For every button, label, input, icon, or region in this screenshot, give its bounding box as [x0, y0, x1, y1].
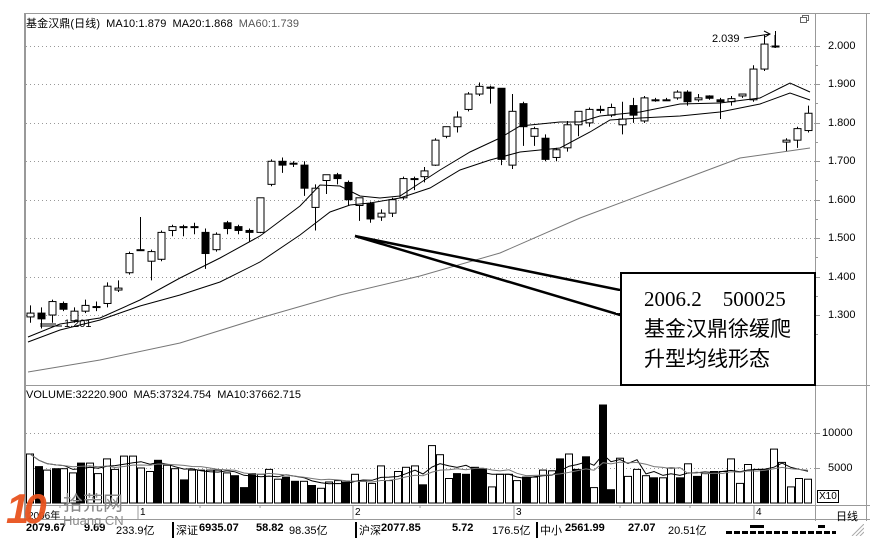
sz-change: 58.82	[256, 522, 284, 534]
price-axis-label: 1.800	[828, 117, 856, 129]
market-breadth-indicator	[726, 525, 836, 534]
zx-index: 2561.99	[565, 522, 605, 534]
xaxis-bottom-border	[24, 519, 870, 520]
sh-index: 2079.67	[26, 522, 66, 534]
callout-line-1: 2006.2 500025	[644, 287, 786, 311]
sz-label: 深证	[172, 522, 198, 538]
volume-axis-label: 10000	[822, 427, 853, 439]
watermark-logo: 10 拾荒网 Huang.CN	[0, 485, 130, 537]
sh-change: 9.69	[84, 522, 106, 534]
zx-change: 27.07	[628, 522, 656, 534]
xaxis-label-month: 2	[355, 507, 361, 518]
price-axis-label: 1.300	[828, 309, 856, 321]
xaxis-top-border	[24, 505, 870, 506]
callout-line-2: 基金汉鼎徐缓爬	[644, 317, 791, 341]
axis-divider	[815, 13, 816, 521]
zx-label: 中小	[536, 522, 562, 538]
xaxis-label-month: 3	[516, 507, 522, 518]
price-panel-title: 基金汉鼎(日线) MA10:1.879 MA20:1.868 MA60:1.739	[26, 15, 305, 31]
panel-divider	[24, 385, 870, 386]
zx-amount: 20.51亿	[668, 525, 707, 537]
period-selector[interactable]: 日线	[836, 511, 858, 523]
high-price-marker: 2.039	[712, 33, 740, 45]
volume-axis-label: 5000	[828, 462, 853, 474]
price-axis-label: 2.000	[828, 40, 856, 52]
chart-right-border	[866, 13, 867, 521]
price-axis-label: 1.400	[828, 271, 856, 283]
hs-label: 沪深	[355, 522, 381, 538]
volume-ma5: MA5:37324.754	[133, 389, 212, 401]
chart-left-border	[24, 13, 26, 521]
chart-top-border	[24, 13, 870, 14]
low-price-marker: 1.201	[64, 318, 92, 330]
volume-ma10: MA10:37662.715	[217, 389, 301, 401]
hs-amount: 176.5亿	[492, 525, 531, 537]
watermark-site-url: Huang.CN	[63, 513, 124, 528]
xaxis-label-month: 4	[756, 507, 762, 518]
price-axis-label: 1.900	[828, 78, 856, 90]
volume-unit-badge: X10	[817, 490, 839, 503]
ma60-value: MA60:1.739	[238, 18, 300, 30]
watermark-site-name: 拾荒网	[63, 493, 123, 515]
xaxis-label-year: 2006年	[28, 511, 61, 522]
sz-index: 6935.07	[199, 522, 239, 534]
security-name: 基金汉鼎(日线)	[26, 18, 101, 30]
sz-amount: 98.35亿	[289, 525, 328, 537]
volume-value: VOLUME:32220.900	[26, 389, 128, 401]
ma20-value: MA20:1.868	[172, 18, 233, 30]
resize-grip-icon[interactable]	[850, 524, 864, 536]
callout-line-3: 升型均线形态	[644, 347, 770, 371]
market-status-bar: 2079.67 9.69 233.9亿 深证 6935.07 58.82 98.…	[24, 522, 870, 538]
xaxis-label-month: 1	[140, 507, 146, 518]
hs-change: 5.72	[452, 522, 474, 534]
watermark-number: 10	[6, 485, 47, 532]
sh-amount: 233.9亿	[116, 525, 155, 537]
restore-window-icon[interactable]	[800, 15, 809, 23]
price-axis-label: 1.700	[828, 155, 856, 167]
volume-panel-title: VOLUME:32220.900 MA5:37324.754 MA10:37662.…	[26, 389, 307, 401]
annotation-callout: 2006.2 500025 基金汉鼎徐缓爬 升型均线形态	[620, 272, 816, 386]
hs-index: 2077.85	[381, 522, 421, 534]
ma10-value: MA10:1.879	[106, 18, 167, 30]
price-axis-label: 1.500	[828, 232, 856, 244]
price-axis-label: 1.600	[828, 194, 856, 206]
